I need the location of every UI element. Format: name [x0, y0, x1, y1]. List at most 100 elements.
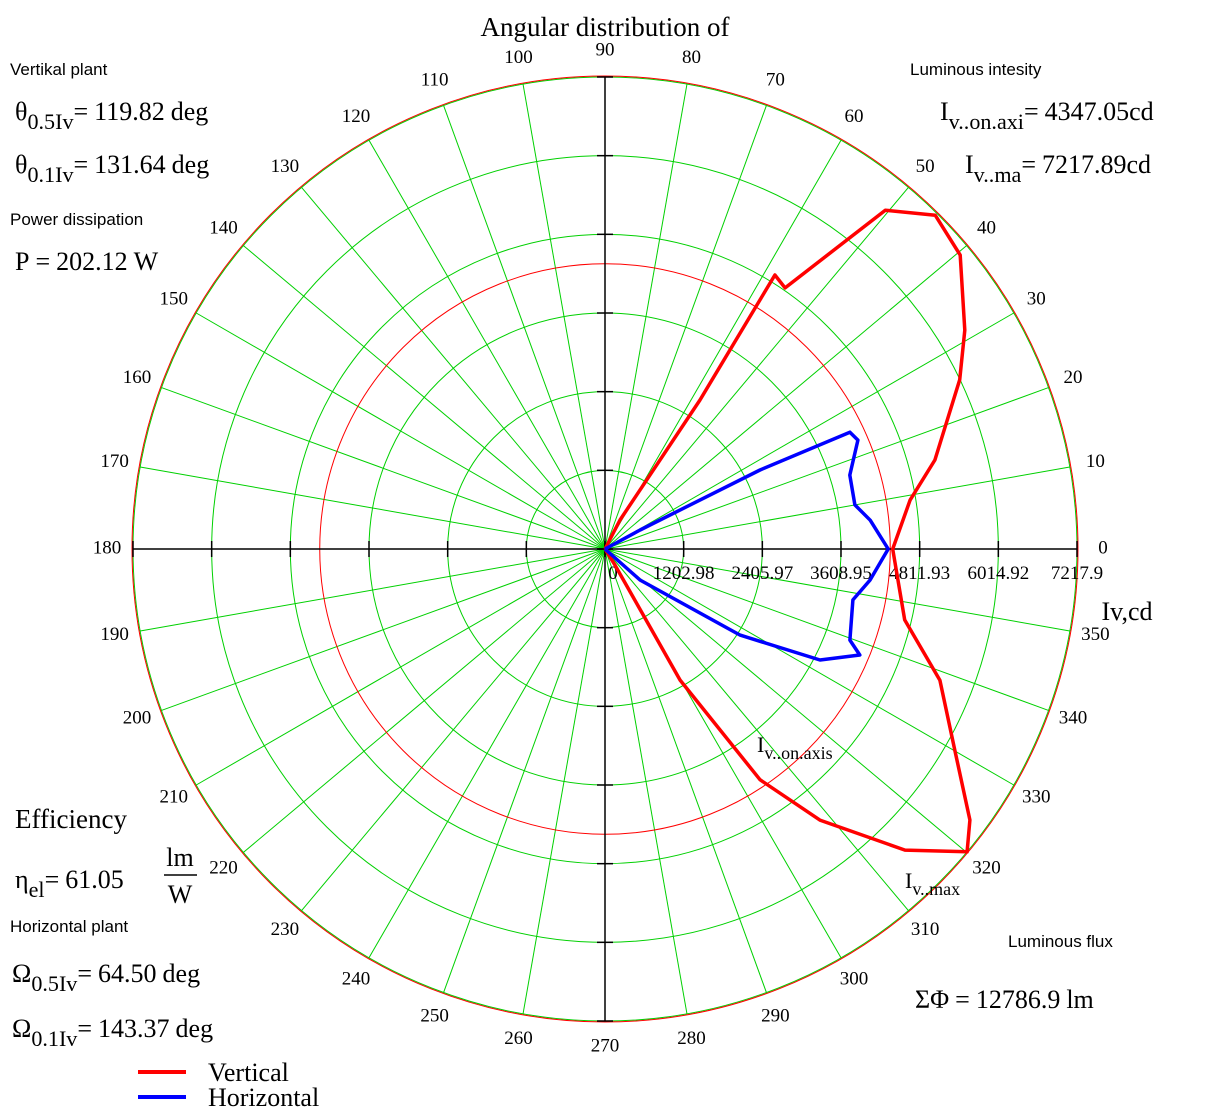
equation: Iv..ma= 7217.89cd — [965, 150, 1151, 187]
angle-tick-label: 300 — [840, 969, 869, 990]
curve-marker: Iv..on.axis — [757, 732, 833, 763]
unit: cd — [1127, 150, 1152, 179]
angle-tick-label: 20 — [1063, 367, 1082, 388]
subscript: v..on.axis — [764, 743, 832, 763]
angle-tick-label: 290 — [761, 1005, 790, 1026]
r-tick-label: 7217.9 — [1051, 563, 1103, 584]
heading: Luminous flux — [1008, 932, 1113, 951]
subscript: el — [29, 877, 45, 902]
polar-line — [603, 208, 972, 854]
r-tick-label: 3608.95 — [810, 563, 872, 584]
value: 12786.9 — [976, 985, 1061, 1014]
angle-tick-label: 70 — [766, 69, 785, 90]
equals: = — [955, 985, 970, 1014]
equation: ηel= 61.05 — [15, 865, 124, 902]
angle-tick-label: 230 — [271, 919, 300, 940]
heading: Efficiency — [15, 804, 127, 834]
angle-tick-label: 330 — [1022, 786, 1051, 807]
angle-tick-label: 80 — [682, 47, 701, 68]
value: 202.12 — [56, 247, 128, 276]
unit: lm — [1066, 985, 1093, 1014]
subscript: 0.5Iv — [31, 971, 78, 996]
value: 119.82 — [94, 97, 165, 126]
subscript: v..ma — [974, 162, 1022, 187]
angle-tick-label: 270 — [591, 1035, 620, 1056]
value: 64.50 — [98, 959, 157, 988]
symbol: θ — [15, 150, 27, 179]
angle-tick-label: 150 — [159, 288, 188, 309]
angle-tick-label: 190 — [100, 624, 129, 645]
equals: = — [1021, 150, 1036, 179]
angle-tick-label: 310 — [911, 919, 940, 940]
angle-tick-label: 90 — [596, 39, 615, 60]
angle-tick-label: 120 — [342, 106, 371, 127]
angle-tick-label: 130 — [271, 156, 300, 177]
equals: = — [77, 959, 92, 988]
angle-tick-label: 100 — [504, 47, 533, 68]
symbol: I — [757, 732, 764, 757]
r-tick-label: 4811.93 — [889, 563, 950, 584]
r-tick-label: 2405.97 — [731, 563, 793, 584]
angle-tick-label: 350 — [1081, 624, 1110, 645]
angle-tick-label: 0 — [1098, 537, 1108, 558]
symbol: Ω — [12, 1014, 31, 1043]
r-tick-label: 6014.92 — [967, 563, 1029, 584]
angle-tick-label: 280 — [677, 1028, 706, 1049]
value: 61.05 — [65, 865, 124, 894]
symbol: ΣΦ — [915, 985, 949, 1014]
angle-tick-label: 40 — [977, 217, 996, 238]
angle-tick-label: 340 — [1059, 708, 1088, 729]
angle-tick-label: 220 — [209, 857, 238, 878]
legend-label: Vertical — [208, 1058, 289, 1087]
r-axis-label: Iv,cd — [1101, 597, 1152, 626]
equals: = — [1024, 97, 1039, 126]
r-tick-label: 1202.98 — [653, 563, 715, 584]
value: 143.37 — [98, 1014, 170, 1043]
unit-numerator: lm — [166, 843, 193, 872]
unit: W — [134, 247, 159, 276]
equals: = — [74, 150, 89, 179]
equals: = — [74, 97, 89, 126]
unit-denominator: W — [168, 880, 193, 909]
angle-tick-label: 320 — [972, 857, 1001, 878]
angle-tick-label: 200 — [123, 708, 152, 729]
curve-marker: Iv..max — [905, 868, 960, 899]
angle-tick-label: 10 — [1086, 451, 1105, 472]
unit: cd — [1129, 97, 1154, 126]
equation: Iv..on.axi= 4347.05cd — [940, 97, 1154, 134]
equals: = — [77, 1014, 92, 1043]
equation: θ0.1Iv= 131.64 deg — [15, 150, 209, 187]
angle-tick-label: 170 — [100, 451, 129, 472]
value: 4347.05 — [1045, 97, 1130, 126]
heading: Vertikal plant — [10, 60, 108, 79]
angle-tick-label: 30 — [1027, 288, 1046, 309]
angle-tick-label: 160 — [123, 367, 152, 388]
unit: deg — [171, 97, 209, 126]
equation: θ0.5Iv= 119.82 deg — [15, 97, 208, 134]
equation: P = 202.12 W — [15, 247, 159, 276]
equals: = — [35, 247, 50, 276]
equation: Ω0.1Iv= 143.37 deg — [12, 1014, 213, 1051]
symbol: η — [15, 865, 29, 894]
r-tick-label: 0 — [608, 563, 618, 584]
symbol: θ — [15, 97, 27, 126]
angle-tick-label: 110 — [421, 69, 449, 90]
angle-tick-label: 140 — [209, 217, 238, 238]
unit: deg — [172, 150, 210, 179]
heading: Power dissipation — [10, 210, 143, 229]
symbol: I — [940, 97, 949, 126]
angle-tick-label: 240 — [342, 969, 371, 990]
polar-line — [603, 430, 890, 662]
angle-tick-label: 210 — [159, 786, 188, 807]
subscript: v..max — [912, 879, 960, 899]
equals: = — [45, 865, 60, 894]
angle-tick-label: 260 — [504, 1028, 533, 1049]
symbol: I — [905, 868, 912, 893]
value: 7217.89 — [1042, 150, 1127, 179]
subscript: 0.1Iv — [27, 162, 74, 187]
angle-tick-label: 180 — [93, 537, 122, 558]
unit: deg — [176, 1014, 214, 1043]
equation: ΣΦ = 12786.9 lm — [915, 985, 1094, 1014]
symbol: P — [15, 247, 29, 276]
